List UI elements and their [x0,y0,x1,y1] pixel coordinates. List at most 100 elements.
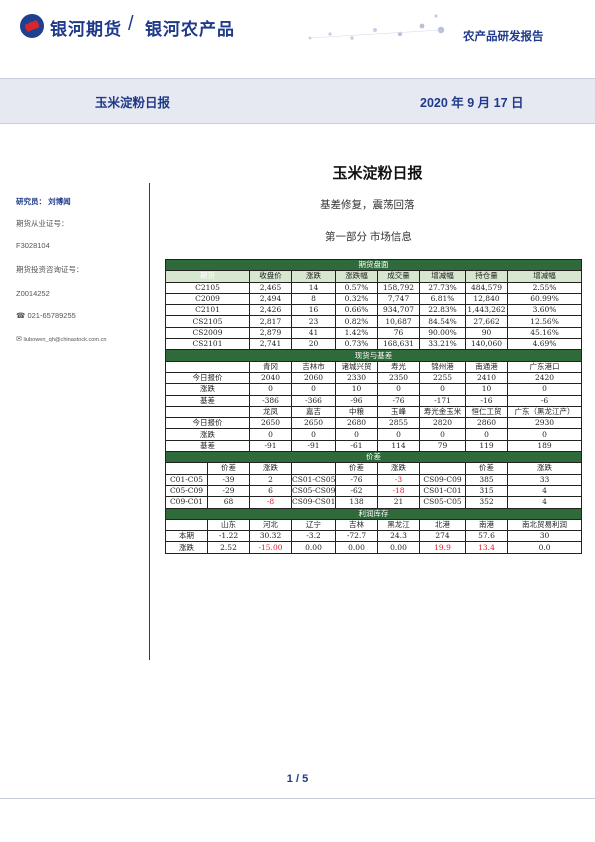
brand-subtitle: 银河农产品 [145,20,235,39]
section-profit: 利润库存 [164,507,583,520]
table-cell: 76 [377,326,420,340]
table-row: C01-C05 -39 2 CS01-CS05 -76 -3 CS09-C09 385 33 [165,473,583,486]
table-cell: C09-C01 [165,496,208,509]
table-row: C09-C01 68 -8 CS09-CS01 138 21 CS05-C05 352 4 [165,496,583,509]
table-cell: -29 [207,484,250,498]
header-row: 山东 河北 辽宁 吉林 黑龙江 北港 南港 南北贸易利润 [165,518,583,532]
section-spot: 现货与基差 [164,349,583,362]
table-cell: 价差 [335,462,378,475]
table-cell: 0.0 [506,541,583,554]
table-cell: 119 [465,439,508,453]
table-cell: C05-C09 [165,484,208,498]
footer-rule [0,798,595,799]
table-cell: 2930 [506,417,583,430]
table-cell: 2,741 [249,338,292,351]
table-cell: 10 [465,383,508,396]
table-cell: 价差 [207,462,250,475]
table-cell: -1.22 [207,530,250,543]
table-cell: 33 [506,473,583,486]
table-cell: -39 [207,473,250,486]
email-line: ✉ liubowen_qh@chinastock.com.cn [16,335,107,343]
table-cell: 基差 [165,439,250,453]
table-row: CS2101 2,741 20 0.73% 168,631 33.21% 140,060 4.… [165,338,583,351]
table-cell: 黑龙江 [377,518,420,532]
table-cell: 涨跌 [506,462,583,475]
header-row: 期货 收盘价 涨跌 涨跌幅 成交量 增减幅 持仓量 增减幅 [165,270,583,283]
section-heading: 第一部分 市场信息 [325,231,412,243]
table-cell: 22.83% [419,304,466,317]
table-cell: 玉米跨期 [165,462,208,475]
table-cell: 20 [291,338,336,351]
table-row: 今日报价 2040 2060 2330 2350 2255 2410 2420 [165,371,583,385]
table-cell: 352 [465,496,508,509]
phone-icon: ☎ [16,311,26,320]
table-cell: 0 [335,428,378,441]
table-cell: 价差 [164,451,583,464]
table-cell: -76 [335,473,378,486]
table-row: 涨跌 0 0 10 0 0 10 0 [165,383,583,396]
table-cell: CS01-CS05 [291,473,336,486]
table-cell: 本期 [165,530,208,543]
table-cell: 寿光 [377,360,420,373]
table-cell: 27,662 [465,315,508,328]
table-row: C2009 2,494 8 0.32% 7,747 6.81% 12,840 60.99% [165,292,583,306]
table-cell: 16 [291,304,336,317]
table-cell: 2650 [249,417,292,430]
table-cell: CS2101 [165,338,250,351]
report-title-band: 玉米淀粉日报 [95,96,171,110]
table-cell: -96 [335,394,378,407]
table-cell: 涨跌 [165,428,250,441]
table-cell: 1.42% [335,326,378,340]
table-cell: 青冈 [249,360,292,373]
table-cell: 14 [291,281,336,294]
phone-line: ☎ 021-65789255 [16,311,76,320]
table-row: 基差 -386 -366 -96 -76 -171 -16 -6 [165,394,583,407]
table-cell: 今日报价 [165,417,250,430]
table-cell: 30 [506,530,583,543]
table-cell: 持仓量 [465,270,508,283]
table-cell: 涨跌 [165,383,250,396]
table-cell: 辽宁 [291,518,336,532]
table-cell: -3 [377,473,420,486]
table-cell: CS2009 [165,326,250,340]
table-cell: 2330 [335,371,378,385]
table-cell: 现货与基差 [164,349,583,362]
table-cell: 2855 [377,417,420,430]
table-cell: 涨跌幅 [335,270,378,283]
table-cell: 锦州港 [419,360,466,373]
table-cell: 玉米 [165,360,250,373]
table-cell: 3.60% [506,304,583,317]
table-cell: 嘉吉 [291,405,336,419]
table-cell: 12.56% [506,315,583,328]
email-address[interactable]: liubowen_qh@chinastock.com.cn [23,337,107,343]
table-cell: 0.00 [377,541,420,554]
table-cell: -386 [249,394,292,407]
table-cell: 2,817 [249,315,292,328]
table-row: CS2009 2,879 41 1.42% 76 90.00% 90 45.16% [165,326,583,340]
table-cell: 吉林市 [291,360,336,373]
table-cell: 8 [291,292,336,306]
table-cell: 0 [419,428,466,441]
table-row: 本期 -1.22 30.32 -3.2 -72.7 24.3 274 57.6 30 [165,530,583,543]
table-cell: 79 [419,439,466,453]
table-row: 涨跌 0 0 0 0 0 0 0 [165,428,583,441]
header-row: 玉米 青冈 吉林市 诸城兴贸 寿光 锦州港 南通港 广东港口 [165,360,583,373]
table-cell: 涨跌 [291,270,336,283]
table-cell: 2410 [465,371,508,385]
table-cell: 2,879 [249,326,292,340]
table-cell: 24.3 [377,530,420,543]
table-cell: 4 [506,496,583,509]
table-cell: 33.21% [419,338,466,351]
table-cell: 期货盘面 [164,258,583,272]
table-row: C2105 2,465 14 0.57% 158,792 27.73% 484,579 2.5… [165,281,583,294]
table-cell: CS09-C09 [419,473,466,486]
table-cell: 6 [249,484,292,498]
table-cell: 0 [249,383,292,396]
section-spread: 价差 [164,451,583,464]
table-cell: CS05-CS09 [291,484,336,498]
table-cell: 增减幅 [419,270,466,283]
header-row: 玉米跨期 价差 涨跌 淀粉跨期 价差 涨跌 跨品种 价差 涨跌 [165,462,583,475]
table-cell: 30.32 [249,530,292,543]
table-cell: 13.4 [465,541,508,554]
table-cell: 2 [249,473,292,486]
